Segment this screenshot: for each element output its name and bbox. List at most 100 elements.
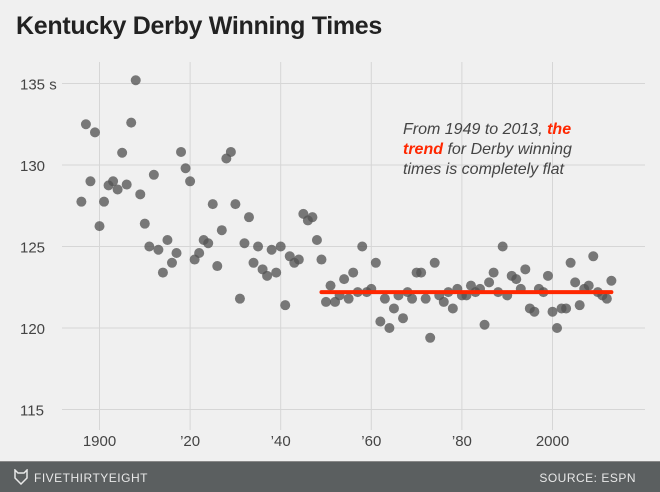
data-point bbox=[144, 241, 155, 252]
data-point bbox=[80, 119, 91, 130]
data-point bbox=[398, 313, 409, 324]
data-point bbox=[379, 293, 390, 304]
footer: FIVETHIRTYEIGHT SOURCE: ESPN bbox=[0, 461, 660, 492]
data-point bbox=[280, 300, 291, 311]
data-point bbox=[488, 267, 499, 278]
x-tick-label: ’20 bbox=[180, 433, 200, 450]
data-point bbox=[583, 280, 594, 291]
data-point bbox=[248, 257, 259, 268]
data-point bbox=[425, 332, 436, 343]
x-tick-label: ’80 bbox=[452, 433, 472, 450]
annotation: From 1949 to 2013, the trend for Derby w… bbox=[403, 120, 573, 180]
data-point bbox=[135, 189, 146, 200]
y-tick-label: 130 bbox=[20, 158, 45, 175]
data-point bbox=[447, 303, 458, 314]
data-point bbox=[429, 257, 440, 268]
data-point bbox=[370, 257, 381, 268]
data-point bbox=[76, 196, 87, 207]
data-point bbox=[388, 303, 399, 314]
data-point bbox=[117, 147, 128, 158]
data-point bbox=[225, 146, 236, 157]
annotation-post: for Derby winning times is completely fl… bbox=[403, 141, 572, 178]
data-point bbox=[180, 163, 191, 174]
data-point bbox=[153, 244, 164, 255]
x-tick-label: 1900 bbox=[83, 433, 116, 450]
data-point bbox=[520, 264, 531, 275]
data-point bbox=[85, 176, 96, 187]
data-point bbox=[234, 293, 245, 304]
y-tick-label: 120 bbox=[20, 321, 45, 338]
data-point bbox=[203, 238, 214, 249]
source-label: SOURCE: ESPN bbox=[539, 471, 636, 485]
data-point bbox=[130, 75, 141, 86]
data-point bbox=[497, 241, 508, 252]
data-point bbox=[139, 218, 150, 229]
x-tick-label: 2000 bbox=[536, 433, 569, 450]
data-point bbox=[438, 296, 449, 307]
y-tick-label: 135 s bbox=[20, 77, 57, 94]
data-point bbox=[253, 241, 264, 252]
data-point bbox=[239, 238, 250, 249]
scatter-chart: 135 s 130 125 120 115 1900 ’20 ’40 ’60 ’80 2000 bbox=[20, 62, 645, 450]
data-point bbox=[606, 275, 617, 286]
data-point bbox=[89, 127, 100, 138]
data-point bbox=[166, 257, 177, 268]
data-point bbox=[108, 176, 119, 187]
data-point bbox=[94, 221, 105, 232]
data-point bbox=[307, 212, 318, 223]
data-point bbox=[384, 323, 395, 333]
chart-title: Kentucky Derby Winning Times bbox=[16, 12, 382, 40]
data-point bbox=[552, 323, 563, 333]
data-point bbox=[194, 248, 205, 259]
data-point bbox=[266, 244, 277, 255]
x-tick-label: ’60 bbox=[361, 433, 381, 450]
data-point bbox=[529, 306, 540, 317]
data-point bbox=[216, 225, 227, 236]
data-point bbox=[176, 146, 187, 157]
data-point bbox=[565, 257, 576, 268]
data-point bbox=[321, 296, 331, 307]
data-point bbox=[325, 280, 336, 291]
data-point bbox=[588, 251, 599, 262]
data-point bbox=[316, 254, 327, 265]
data-point bbox=[262, 270, 273, 281]
annotation-highlight: the trend bbox=[403, 121, 572, 158]
y-tick-label: 115 bbox=[20, 403, 44, 420]
data-point bbox=[99, 196, 110, 207]
data-point bbox=[343, 293, 354, 304]
data-point bbox=[148, 169, 159, 180]
data-point bbox=[407, 293, 418, 304]
data-point bbox=[293, 254, 304, 265]
data-point bbox=[416, 267, 427, 278]
data-point bbox=[243, 212, 254, 223]
data-point bbox=[157, 267, 168, 278]
annotation-pre: From 1949 to 2013, bbox=[403, 121, 548, 138]
fox-logo-icon bbox=[14, 469, 28, 485]
data-point bbox=[479, 319, 490, 330]
data-point bbox=[271, 267, 282, 278]
data-point bbox=[207, 199, 218, 210]
data-point bbox=[561, 303, 572, 314]
data-point bbox=[185, 176, 196, 187]
data-point bbox=[230, 199, 241, 210]
data-point bbox=[574, 300, 585, 311]
data-point bbox=[126, 117, 137, 128]
data-point bbox=[357, 241, 368, 252]
data-point bbox=[420, 293, 431, 304]
data-point bbox=[348, 267, 359, 278]
data-point bbox=[375, 316, 386, 327]
data-point bbox=[484, 277, 495, 288]
data-point bbox=[112, 184, 123, 195]
data-point bbox=[542, 270, 553, 281]
data-point bbox=[547, 306, 558, 317]
y-tick-label: 125 bbox=[20, 240, 45, 257]
x-tick-label: ’40 bbox=[271, 433, 291, 450]
data-point bbox=[339, 274, 350, 285]
brand-name: FIVETHIRTYEIGHT bbox=[34, 471, 148, 485]
data-point bbox=[511, 274, 522, 285]
data-point bbox=[162, 234, 173, 245]
data-point bbox=[570, 277, 581, 288]
data-point bbox=[311, 234, 322, 245]
data-point bbox=[121, 179, 132, 190]
data-point bbox=[171, 248, 182, 259]
